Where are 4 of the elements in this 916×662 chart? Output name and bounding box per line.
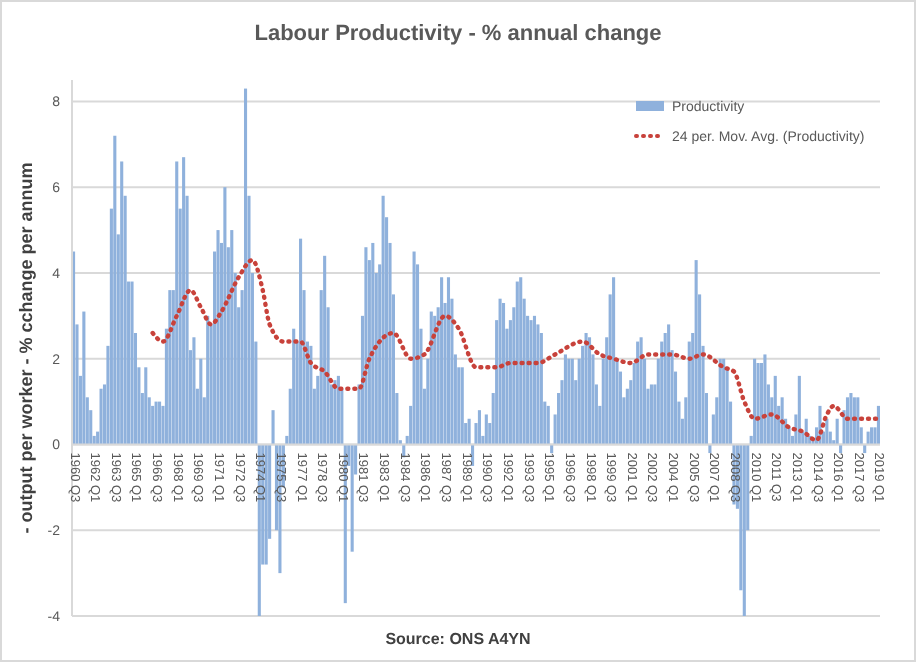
line-series xyxy=(150,257,881,443)
source-note: Source: ONS A4YN xyxy=(385,630,532,648)
y-axis-title: - output per worker - % cchange per annum xyxy=(16,162,36,534)
chart-title: Labour Productivity - % annual change xyxy=(254,22,662,46)
